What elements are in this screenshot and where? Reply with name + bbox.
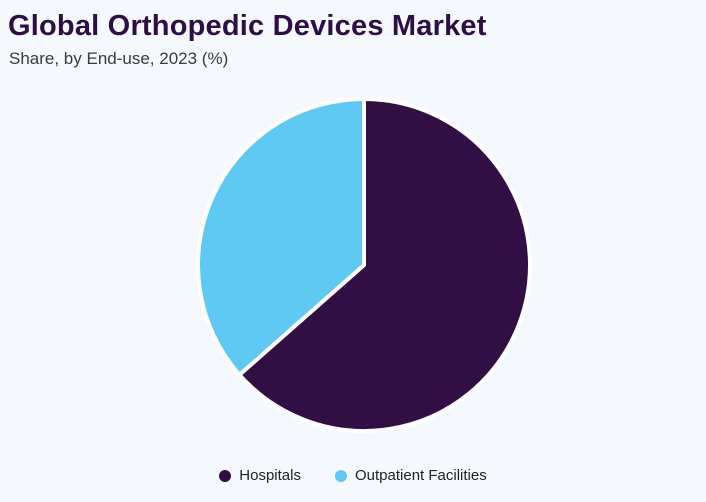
legend-label-hospitals: Hospitals bbox=[239, 467, 301, 484]
pie-slice-hospitals[interactable] bbox=[237, 97, 532, 433]
pie-slice-outpatient-facilities[interactable] bbox=[196, 97, 366, 377]
legend-label-outpatient-facilities: Outpatient Facilities bbox=[354, 467, 487, 484]
chart-legend: Hospitals Outpatient Facilities bbox=[0, 467, 706, 484]
legend-item-hospitals[interactable]: Hospitals bbox=[219, 467, 301, 484]
legend-marker-hospitals bbox=[219, 469, 232, 482]
legend-item-outpatient-facilities[interactable]: Outpatient Facilities bbox=[334, 467, 487, 484]
chart-subtitle: Share, by End-use, 2023 (%) bbox=[9, 49, 229, 68]
legend-marker-outpatient-facilities bbox=[334, 469, 347, 482]
chart-title: Global Orthopedic Devices Market bbox=[8, 10, 487, 42]
pie-chart bbox=[196, 97, 532, 433]
